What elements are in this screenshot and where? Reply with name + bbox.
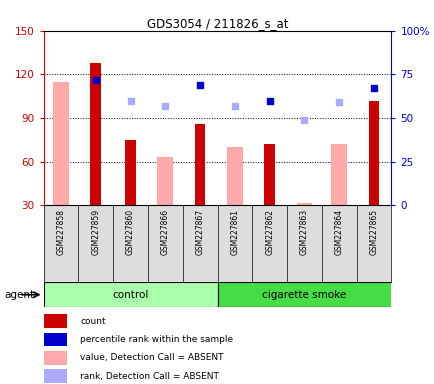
Text: agent: agent	[4, 290, 34, 300]
Text: GSM227861: GSM227861	[230, 209, 239, 255]
Bar	[227, 147, 242, 205]
Bar	[43, 282, 217, 307]
Bar	[43, 333, 67, 346]
Bar	[53, 82, 69, 205]
Bar	[125, 140, 135, 205]
Bar	[157, 157, 173, 205]
Point	[231, 103, 238, 109]
Text: GSM227864: GSM227864	[334, 209, 343, 255]
Text: count: count	[80, 316, 106, 326]
Bar	[217, 282, 391, 307]
Text: GSM227867: GSM227867	[195, 209, 204, 255]
Text: GSM227858: GSM227858	[56, 209, 65, 255]
Text: GSM227860: GSM227860	[126, 209, 135, 255]
Point	[92, 76, 99, 83]
Bar	[264, 144, 274, 205]
Text: value, Detection Call = ABSENT: value, Detection Call = ABSENT	[80, 353, 224, 362]
Bar	[296, 202, 312, 205]
Bar	[43, 369, 67, 383]
Point	[300, 117, 307, 123]
Text: GSM227863: GSM227863	[299, 209, 308, 255]
Text: GSM227859: GSM227859	[91, 209, 100, 255]
Point	[335, 99, 342, 106]
Bar	[43, 314, 67, 328]
Bar	[194, 124, 205, 205]
Text: GSM227865: GSM227865	[369, 209, 378, 255]
Bar	[43, 351, 67, 365]
Text: cigarette smoke: cigarette smoke	[262, 290, 346, 300]
Bar	[331, 144, 346, 205]
Bar	[368, 101, 378, 205]
Point	[266, 98, 273, 104]
Point	[370, 85, 377, 91]
Text: GSM227862: GSM227862	[265, 209, 273, 255]
Title: GDS3054 / 211826_s_at: GDS3054 / 211826_s_at	[146, 17, 288, 30]
Point	[127, 98, 134, 104]
Text: percentile rank within the sample: percentile rank within the sample	[80, 335, 233, 344]
Point	[161, 103, 168, 109]
Bar	[90, 63, 101, 205]
Text: GSM227866: GSM227866	[161, 209, 169, 255]
Text: control: control	[112, 290, 148, 300]
Text: rank, Detection Call = ABSENT: rank, Detection Call = ABSENT	[80, 372, 219, 381]
Point	[196, 82, 203, 88]
